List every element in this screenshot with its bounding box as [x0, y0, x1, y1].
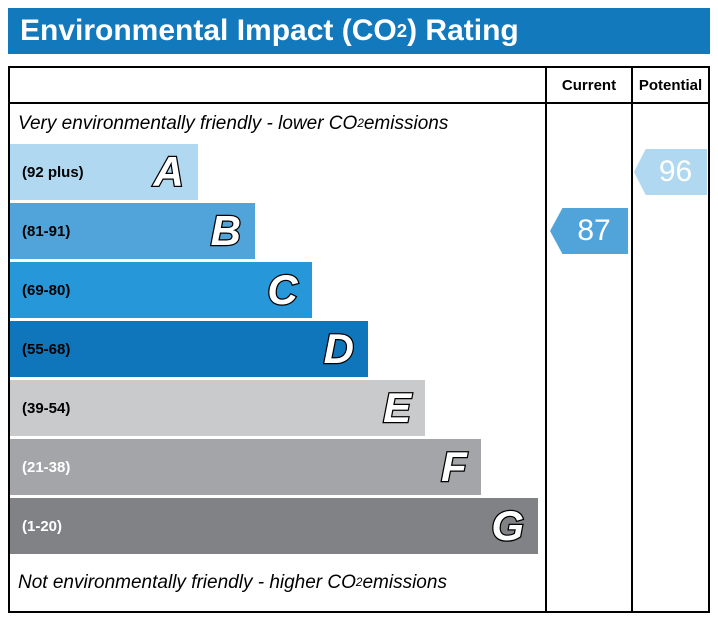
band-bar: (69-80) C [10, 262, 312, 318]
band-range-label: (1-20) [22, 517, 63, 535]
potential-column-header: Potential [638, 76, 703, 94]
top-caption-text: Very environmentally friendly - lower CO [18, 113, 358, 134]
current-value: 87 [577, 214, 611, 247]
current-column-divider [545, 68, 547, 611]
band-range-label: (39-54) [22, 399, 71, 417]
band-bar: (21-38) F [10, 439, 481, 495]
band-row-b: (81-91) B [10, 203, 545, 259]
potential-value: 96 [658, 155, 693, 188]
band-letter: A [152, 148, 185, 195]
band-bar: (81-91) B [10, 203, 256, 259]
bottom-caption-text: Not environmentally friendly - higher CO [18, 571, 356, 593]
band-row-d: (55-68) D [10, 321, 545, 377]
band-row-c: (69-80) C [10, 262, 545, 318]
band-bar: (39-54) E [10, 380, 426, 436]
band-range-label: (21-38) [22, 458, 71, 476]
current-indicator: 87 [550, 208, 628, 254]
band-letter: E [382, 384, 413, 431]
potential-column-divider [631, 68, 633, 611]
band-row-a: (92 plus) A [10, 144, 545, 200]
header-divider [10, 102, 708, 104]
title-text: Environmental Impact (CO [20, 14, 397, 47]
potential-indicator: 96 [634, 149, 707, 195]
current-column-header: Current [561, 76, 617, 94]
band-letter: G [490, 502, 525, 549]
band-letter: C [266, 266, 299, 313]
band-row-e: (39-54) E [10, 380, 545, 436]
chart-frame: Current Potential Very environmentally f… [8, 66, 710, 613]
band-row-g: (1-20) G [10, 498, 545, 554]
band-bar: (92 plus) A [10, 144, 198, 200]
top-caption: Very environmentally friendly - lower CO… [18, 113, 449, 134]
band-bar: (1-20) G [10, 498, 539, 554]
title-text-end: ) Rating [407, 14, 519, 47]
bottom-caption: Not environmentally friendly - higher CO… [18, 571, 447, 593]
bottom-caption-text-end: emissions [362, 571, 447, 593]
band-range-label: (69-80) [22, 281, 71, 299]
page-title: Environmental Impact (CO 2) Rating [8, 8, 710, 54]
band-letter: F [440, 443, 468, 490]
band-range-label: (92 plus) [22, 163, 84, 181]
band-bar: (55-68) D [10, 321, 368, 377]
band-letter: B [209, 207, 242, 254]
band-letter: D [322, 325, 355, 372]
band-row-f: (21-38) F [10, 439, 545, 495]
top-caption-text-end: emissions [363, 113, 449, 134]
band-range-label: (81-91) [22, 222, 71, 240]
band-range-label: (55-68) [22, 340, 71, 358]
